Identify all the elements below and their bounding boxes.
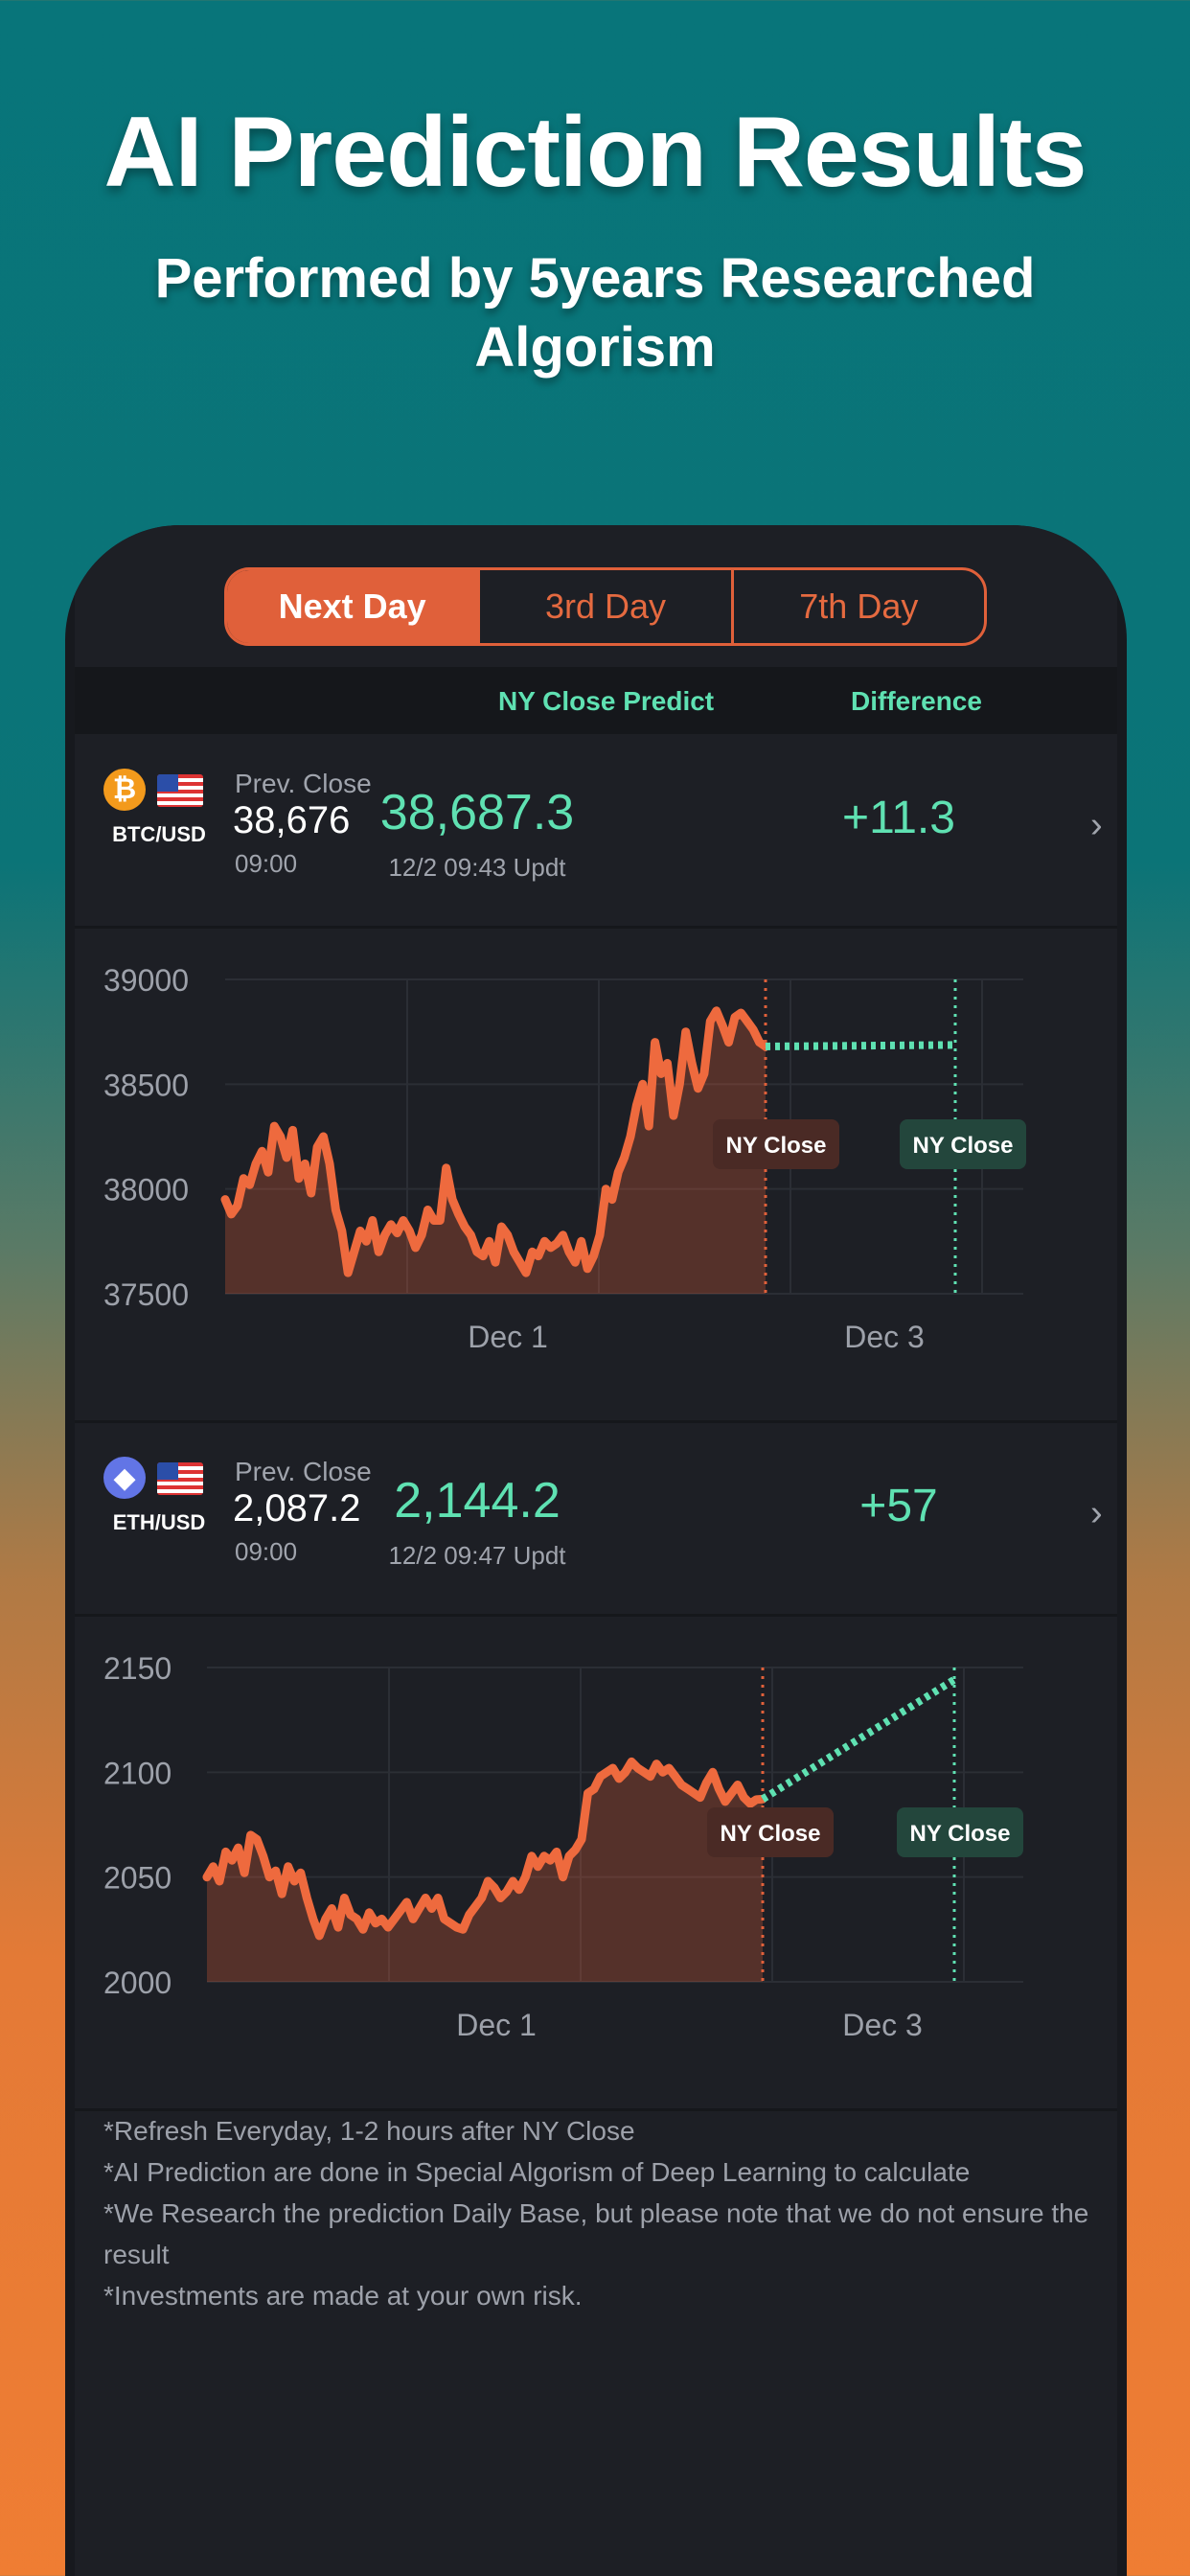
difference-value: +57 bbox=[859, 1481, 938, 1531]
us-flag-icon bbox=[157, 1462, 203, 1495]
prev-close-time: 09:00 bbox=[235, 1537, 298, 1566]
difference-value: +11.3 bbox=[842, 793, 955, 843]
y-tick-label: 2050 bbox=[103, 1861, 172, 1896]
bitcoin-icon: ₿ bbox=[103, 769, 146, 811]
y-tick-label: 38500 bbox=[103, 1068, 189, 1102]
chevron-right-icon[interactable]: › bbox=[1090, 805, 1103, 845]
y-tick-label: 2150 bbox=[103, 1651, 172, 1686]
ny-close-box bbox=[707, 1807, 834, 1857]
predict-updated: 12/2 09:43 Updt bbox=[388, 853, 566, 882]
asset-row-btc[interactable]: ₿ BTC/USD Prev. Close 38,676 09:00 38,68… bbox=[75, 734, 1117, 926]
divider bbox=[75, 2108, 1117, 2111]
asset-row-eth[interactable]: ◆ ETH/USD Prev. Close 2,087.2 09:00 2,14… bbox=[75, 1422, 1117, 1614]
predict-value: 38,687.3 bbox=[379, 785, 575, 840]
divider bbox=[75, 1420, 1117, 1423]
chevron-right-icon[interactable]: › bbox=[1090, 1493, 1103, 1533]
x-tick-label: Dec 3 bbox=[842, 2008, 923, 2042]
prev-close-label: Prev. Close bbox=[235, 769, 372, 798]
pair-label: BTC/USD bbox=[112, 822, 206, 846]
prev-close-time: 09:00 bbox=[235, 849, 298, 878]
y-tick-label: 37500 bbox=[103, 1277, 189, 1312]
price-line bbox=[220, 1006, 770, 1277]
predict-column-label: NY Close Predict bbox=[498, 686, 715, 716]
ethereum-icon: ◆ bbox=[103, 1457, 146, 1499]
difference-column-label: Difference bbox=[851, 686, 982, 716]
page-subtitle: Performed by 5years Researched Algorism bbox=[154, 247, 1036, 379]
ny-close-label: NY Close bbox=[726, 1133, 827, 1159]
app-screen: Next Day 3rd Day 7th Day NY Close Predic… bbox=[75, 525, 1117, 2576]
ny-close-label: NY Close bbox=[910, 1821, 1011, 1847]
btc-price-chart: 39000 38500 38000 37500 NY Close NY Close Dec … bbox=[103, 963, 1026, 1354]
price-line bbox=[202, 1757, 767, 1941]
tab-next-day[interactable]: Next Day bbox=[227, 570, 481, 643]
eth-price-chart: 2150 2100 2050 2000 NY Close NY Close Dec 1 Dec… bbox=[103, 1651, 1023, 2042]
phone-frame: Next Day 3rd Day 7th Day NY Close Predic… bbox=[65, 525, 1127, 2576]
prev-close-label: Prev. Close bbox=[235, 1457, 372, 1486]
pair-label: ETH/USD bbox=[112, 1510, 206, 1534]
prev-close-value: 38,676 bbox=[233, 799, 351, 841]
prev-close-value: 2,087.2 bbox=[233, 1487, 361, 1530]
disclaimer-notes: *Refresh Everyday, 1-2 hours after NY Cl… bbox=[103, 2110, 1090, 2316]
predict-updated: 12/2 09:47 Updt bbox=[388, 1541, 566, 1570]
y-tick-label: 2100 bbox=[103, 1756, 172, 1790]
divider bbox=[75, 1614, 1117, 1617]
y-tick-label: 38000 bbox=[103, 1173, 189, 1208]
column-header: NY Close Predict Difference bbox=[75, 667, 1117, 734]
page-title: AI Prediction Results bbox=[103, 97, 1087, 208]
note-line: *Investments are made at your own risk. bbox=[103, 2281, 583, 2311]
price-area bbox=[207, 1761, 763, 1982]
period-segmented-control: Next Day 3rd Day 7th Day bbox=[224, 567, 987, 646]
y-tick-label: 39000 bbox=[103, 963, 189, 998]
predict-value: 2,144.2 bbox=[394, 1473, 561, 1529]
x-tick-label: Dec 3 bbox=[844, 1320, 925, 1354]
note-line: *AI Prediction are done in Special Algor… bbox=[103, 2157, 971, 2187]
ny-close-label: NY Close bbox=[913, 1133, 1014, 1159]
ny-close-label: NY Close bbox=[721, 1821, 821, 1847]
x-tick-label: Dec 1 bbox=[456, 2008, 537, 2042]
ny-close-box bbox=[713, 1119, 839, 1169]
tab-7th-day[interactable]: 7th Day bbox=[799, 586, 919, 626]
ny-close-box bbox=[900, 1119, 1026, 1169]
x-tick-label: Dec 1 bbox=[468, 1320, 548, 1354]
price-area bbox=[225, 1010, 766, 1294]
y-tick-label: 2000 bbox=[103, 1966, 172, 2000]
prediction-line bbox=[765, 1041, 956, 1050]
divider bbox=[75, 926, 1117, 929]
prediction-line bbox=[760, 1676, 957, 1803]
us-flag-icon bbox=[157, 774, 203, 807]
note-line: *Refresh Everyday, 1-2 hours after NY Cl… bbox=[103, 2116, 635, 2146]
ny-close-box bbox=[897, 1807, 1023, 1857]
note-line: *We Research the prediction Daily Base, … bbox=[103, 2198, 1089, 2269]
tab-3rd-day[interactable]: 3rd Day bbox=[480, 570, 734, 643]
